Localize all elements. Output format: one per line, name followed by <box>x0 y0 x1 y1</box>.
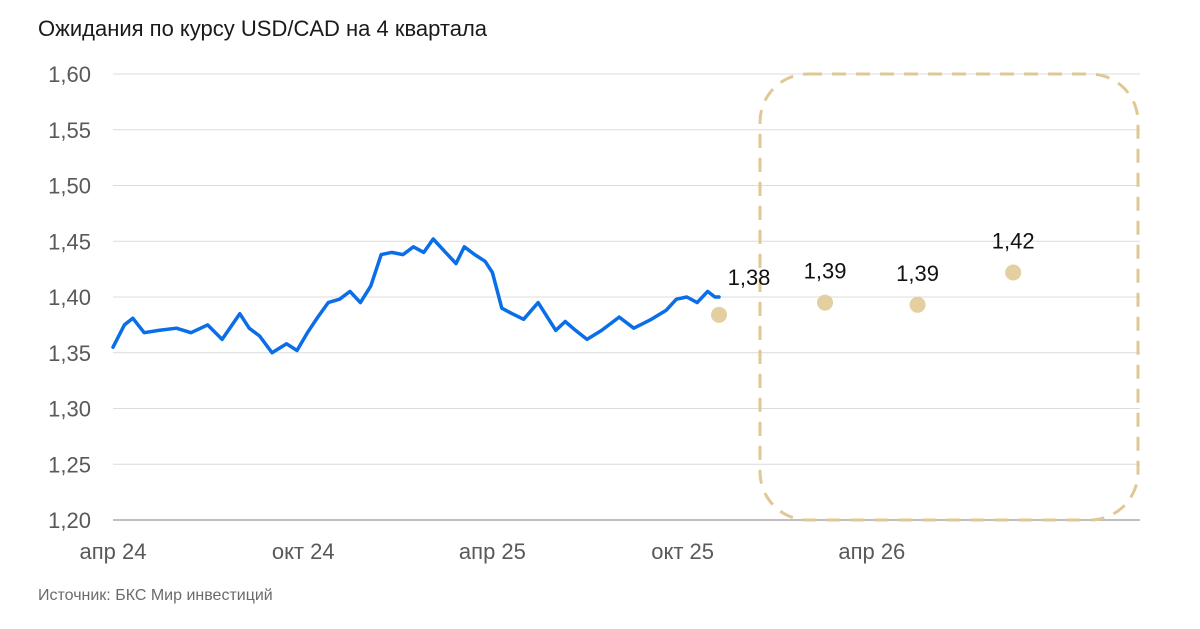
forecast-point <box>909 296 926 313</box>
chart-title: Ожидания по курсу USD/CAD на 4 квартала <box>38 16 488 41</box>
y-tick-label: 1,60 <box>48 62 91 87</box>
forecast-value-label: 1,42 <box>992 228 1035 253</box>
grid-lines <box>113 73 1140 521</box>
y-tick-label: 1,45 <box>48 229 91 254</box>
x-tick-label: апр 24 <box>80 539 147 564</box>
x-tick-label: апр 26 <box>838 539 905 564</box>
y-tick-label: 1,35 <box>48 341 91 366</box>
forecast-point <box>711 306 728 323</box>
x-tick-label: окт 24 <box>272 539 335 564</box>
y-tick-label: 1,30 <box>48 397 91 422</box>
source-note: Источник: БКС Мир инвестиций <box>38 587 273 604</box>
y-tick-label: 1,40 <box>48 285 91 310</box>
y-axis-ticks: 1,60 1,55 1,50 1,45 1,40 1,35 1,30 1,25 1,20 <box>48 62 91 533</box>
forecast-point <box>1005 264 1022 281</box>
x-tick-label: окт 25 <box>651 539 714 564</box>
x-tick-label: апр 25 <box>459 539 526 564</box>
actual-rate-series <box>111 237 721 355</box>
actual-rate-line <box>111 237 721 355</box>
forecast-value-label: 1,39 <box>804 259 847 284</box>
forecast-point <box>817 294 834 311</box>
y-tick-label: 1,50 <box>48 174 91 199</box>
forecast-series: 1,38 1,39 1,39 1,42 <box>711 228 1035 323</box>
forecast-value-label: 1,38 <box>728 265 771 290</box>
y-tick-label: 1,55 <box>48 118 91 143</box>
y-tick-label: 1,25 <box>48 452 91 477</box>
y-tick-label: 1,20 <box>48 508 91 533</box>
forecast-value-label: 1,39 <box>896 261 939 286</box>
x-axis-ticks: апр 24 окт 24 апр 25 окт 25 апр 26 <box>80 539 906 564</box>
forecast-region-box <box>758 72 1140 522</box>
